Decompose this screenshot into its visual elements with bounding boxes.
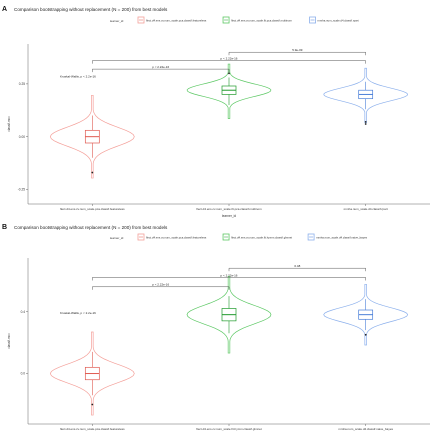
outlier-point: [364, 120, 367, 123]
outlier-point: [364, 123, 367, 125]
comparison-p-value: p < 2.22e-16: [152, 283, 169, 287]
comparison-bracket: [228, 51, 366, 56]
y-tick-label: 0.25: [19, 82, 25, 86]
comparison-p-value: p < 2.22e-16: [221, 273, 238, 277]
x-tick-label: flect.d4.ens.cv.num_scale.pca.classif.fe…: [60, 427, 125, 431]
violin: [323, 67, 409, 124]
legend: learner_id flect.d4.ens.cv.num_scale.pca.…: [110, 16, 359, 24]
comparison-bracket: [92, 60, 366, 64]
y-axis-label: classif.mcc: [7, 116, 11, 132]
legend-label: flect.d4.ens.cv.num_scale.fit.hymm.class…: [231, 236, 292, 240]
violin: [49, 94, 135, 179]
comparison-bracket: [228, 267, 366, 272]
panel-letter: A: [2, 6, 7, 13]
legend-title: learner_id: [110, 19, 124, 23]
x-tick-label: flect.d4.ens.cv.num_scale.pca.classif.fe…: [60, 207, 125, 211]
x-tick-label: mmha.num_scale.d4.classif.naive_bayes: [338, 427, 393, 431]
y-tick-label: 0.4: [21, 310, 26, 314]
violin: [49, 331, 135, 416]
y-tick-label: 0.0: [21, 372, 26, 376]
comparison-bracket: [92, 277, 366, 281]
x-tick-label: mmha.num_scale.d4.classif.rpart: [344, 207, 388, 211]
comparison-p-value: p < 2.22e-16: [152, 65, 169, 69]
comparison-p-value: p < 2.22e-16: [221, 56, 238, 60]
panel-letter: B: [2, 224, 7, 231]
kruskal-wallis-label: Kruskal-Wallis, p < 2.2e-16: [60, 311, 96, 315]
legend-label: mmha.num_scale.d4.classif.rpart: [318, 19, 359, 23]
comparison-bracket: [92, 68, 230, 73]
legend: learner_id flect.d4.ens.cv.num_scale.pca.…: [110, 233, 368, 241]
panel-a: A Comparison bootstrapping without replac…: [2, 6, 430, 218]
comparison-p-value: 0.48: [294, 264, 300, 268]
chart-title: Comparison bootstrapping without replace…: [14, 7, 168, 12]
outlier-point: [364, 333, 367, 336]
legend-label: flect.d4.ens.cv.num_scale.pca.classif.fe…: [146, 19, 207, 23]
x-tick-label: flect.d4.ens.cv.num_scale.fit.pca.classi…: [196, 207, 262, 211]
violin: [186, 63, 272, 119]
x-tick-label: flect.d4.ens.cv.num_scale.fit.hymm.class…: [196, 427, 262, 431]
legend-title: learner_id: [110, 236, 124, 240]
y-tick-label: -0.25: [18, 188, 25, 192]
outlier-point: [91, 403, 94, 406]
legend-label: flect.d4.ens.cv.num_scale.pca.classif.fe…: [146, 236, 207, 240]
violin: [323, 283, 409, 346]
kruskal-wallis-label: Kruskal-Wallis, p < 2.2e-16: [60, 75, 96, 79]
outlier-point: [91, 171, 94, 174]
comparison-bracket: [92, 286, 230, 290]
outlier-point: [228, 72, 230, 75]
legend-label: mmha.num_scale.d4.classif.naive_bayes: [316, 236, 368, 240]
y-axis-label: classif.mcc: [7, 333, 11, 349]
chart-title: Comparison bootstrapping without replace…: [14, 225, 168, 230]
legend-label: flect.d4.ens.cv.num_scale.fit.pca.classi…: [231, 19, 293, 23]
y-tick-label: 0.00: [19, 135, 25, 139]
comparison-p-value: 5.9e-09: [292, 48, 303, 52]
x-axis-label: learner_id: [222, 214, 236, 218]
violin: [186, 275, 272, 354]
panel-b: B Comparison bootstrapping without replac…: [2, 224, 430, 431]
